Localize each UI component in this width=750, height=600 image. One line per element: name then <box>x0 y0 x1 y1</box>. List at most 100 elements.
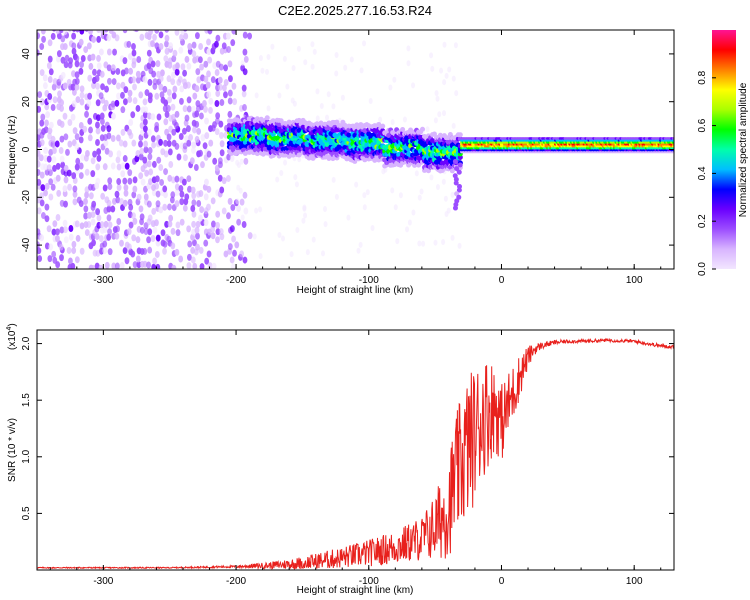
spectrogram-cell <box>331 176 336 183</box>
spectrogram-cell <box>447 66 452 73</box>
spectrogram-cell <box>444 72 449 79</box>
spectrogram-cell <box>260 67 265 74</box>
spectrogram-cell <box>453 176 459 182</box>
spectrogram-cell <box>174 68 180 76</box>
snr-y-label: SNR (10 * v/v) <box>7 418 18 482</box>
spectrogram-cell <box>95 114 101 122</box>
x-tick-label: -100 <box>359 576 379 587</box>
spectrogram-cell <box>37 91 43 99</box>
spectrogram-cell <box>66 246 72 254</box>
spectrogram-cell <box>315 88 320 95</box>
spectrogram-cell <box>457 242 462 249</box>
spectrogram-cell <box>456 187 462 193</box>
spectrogram-cell <box>207 56 213 64</box>
spectrogram-cell <box>128 67 134 75</box>
spectrogram-cell <box>198 149 203 157</box>
spectrogram-cell <box>122 57 128 65</box>
spectrogram-cell <box>171 71 176 79</box>
spectrogram-cell <box>207 262 213 269</box>
colorbar-tick-label: 0.4 <box>697 166 708 180</box>
spectrogram-cell <box>323 206 328 213</box>
spectrogram-cell <box>451 122 456 129</box>
spectrogram-y-label: Frequency (Hz) <box>7 116 18 185</box>
spectrogram-cell <box>59 99 65 107</box>
spectrogram-cell <box>131 57 137 65</box>
spectrogram-cell <box>138 205 144 213</box>
spectrogram-cell <box>264 68 269 75</box>
spectrogram-cell <box>358 241 363 248</box>
spectrogram-cell <box>206 185 212 193</box>
y-tick-label: 20 <box>21 96 32 108</box>
spectrogram-cell <box>204 257 210 265</box>
spectrogram-cell <box>439 167 445 173</box>
spectrogram-cell <box>393 204 398 211</box>
x-tick-label: 100 <box>626 275 643 286</box>
spectrogram-cell <box>182 204 188 212</box>
spectrogram-cell <box>150 235 156 243</box>
spectrogram-cell <box>200 161 205 169</box>
spectrogram-cell <box>202 142 208 150</box>
spectrogram-cell <box>228 75 233 83</box>
spectrogram-cell <box>356 247 361 254</box>
spectrogram-cell <box>102 163 108 171</box>
spectrogram-cell <box>154 30 160 34</box>
spectrogram-cell <box>48 148 54 156</box>
spectrogram-cell <box>102 246 108 254</box>
spectrogram-cell <box>334 52 339 59</box>
spectrogram-cell <box>78 200 84 208</box>
spectrogram-cell <box>116 150 122 158</box>
spectrogram-cell <box>334 193 339 200</box>
spectrogram-cell <box>184 193 190 201</box>
spectrogram-cell <box>219 186 225 194</box>
spectrogram-cell <box>71 30 77 33</box>
spectrogram-cell <box>203 219 209 227</box>
spectrogram-cell <box>186 62 192 70</box>
spectrogram-cell <box>138 153 144 161</box>
spectrogram-cell <box>170 176 176 184</box>
spectrogram-cell <box>124 162 130 170</box>
spectrogram-cell <box>131 76 137 84</box>
spectrogram-cell <box>442 79 447 86</box>
spectrogram-cell <box>128 53 133 61</box>
spectrogram-cell <box>90 170 96 178</box>
snr-frame <box>36 329 675 571</box>
spectrogram-cell <box>194 120 200 128</box>
spectrogram-cell <box>116 178 122 186</box>
spectrogram-cell <box>238 187 243 194</box>
spectrogram-cell <box>311 236 316 243</box>
spectrogram-cell <box>71 240 77 248</box>
spectrogram-cell <box>74 55 80 63</box>
spectrogram-cell <box>214 69 220 77</box>
spectrogram-cell <box>106 132 112 140</box>
spectrogram-cell <box>85 149 90 157</box>
spectrogram-cell <box>40 113 46 121</box>
spectrogram-cell <box>131 43 136 51</box>
spectrogram-cell <box>239 198 245 206</box>
spectrogram-cell <box>68 57 74 65</box>
spectrogram-cell <box>37 149 41 157</box>
spectrogram-cell <box>91 239 96 247</box>
spectrogram-cell <box>88 30 93 35</box>
spectrogram-cell <box>114 34 120 42</box>
spectrogram-cell <box>166 89 172 97</box>
spectrogram-cell <box>110 135 116 143</box>
spectrogram-cell <box>183 154 188 162</box>
spectrogram-cell <box>252 233 257 240</box>
spectrogram-cell <box>290 97 295 104</box>
spectrogram-cell <box>189 157 195 165</box>
spectrogram-cell <box>174 121 179 129</box>
spectrogram-cell <box>62 185 68 193</box>
spectrogram-cell <box>78 162 84 170</box>
spectrogram-cell <box>196 127 202 135</box>
spectrogram-cell <box>194 85 200 93</box>
spectrogram-cell <box>443 195 448 202</box>
spectrogram-cell <box>444 211 449 218</box>
spectrogram-cell <box>59 155 65 163</box>
spectrogram-cell <box>198 246 204 254</box>
figure-title: C2E2.2025.277.16.53.R24 <box>278 3 432 18</box>
spectrogram-cell <box>116 82 121 90</box>
spectrogram-cell <box>151 160 157 168</box>
spectrogram-cell <box>390 119 395 126</box>
spectrogram-cell <box>142 98 148 106</box>
spectrogram-cell <box>123 86 129 94</box>
